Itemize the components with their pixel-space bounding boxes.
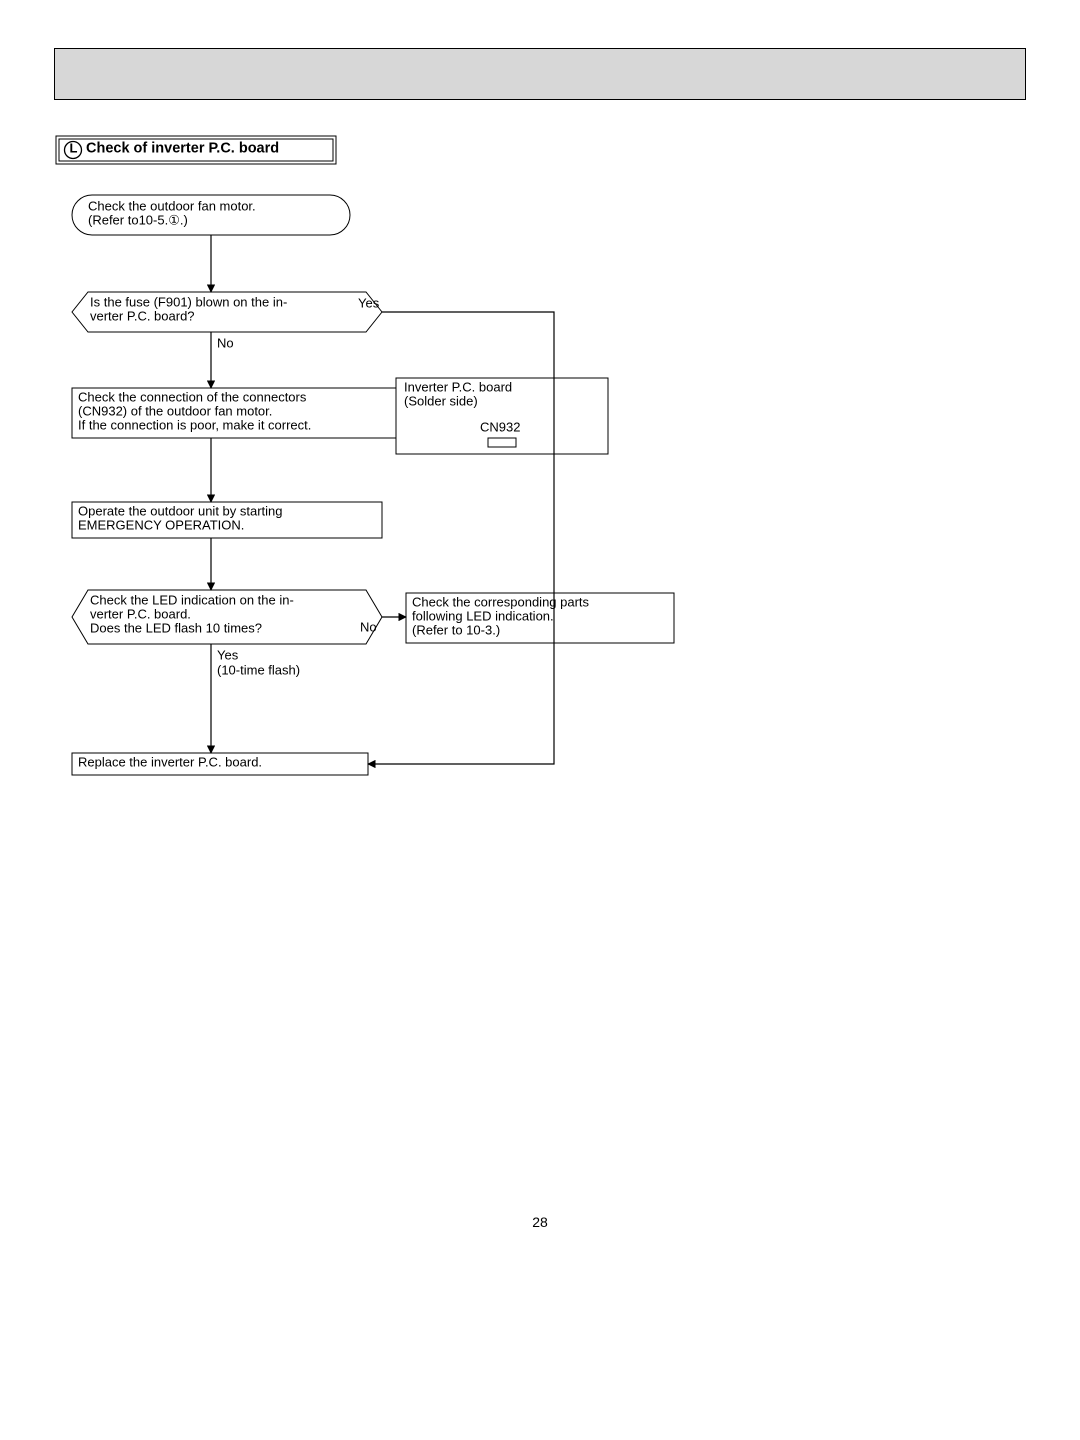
svg-text:Check the corresponding parts: Check the corresponding parts bbox=[412, 595, 590, 610]
svg-text:Does the LED flash 10 times?: Does the LED flash 10 times? bbox=[90, 621, 262, 636]
svg-text:L: L bbox=[70, 141, 78, 156]
svg-text:(Refer to 10-3.): (Refer to 10-3.) bbox=[412, 623, 500, 638]
svg-text:verter P.C. board.: verter P.C. board. bbox=[90, 607, 191, 622]
svg-text:following LED indication.: following LED indication. bbox=[412, 609, 554, 624]
svg-text:Check the connection of the co: Check the connection of the connectors bbox=[78, 390, 307, 405]
svg-text:verter P.C. board?: verter P.C. board? bbox=[90, 309, 195, 324]
svg-text:If the connection is poor, mak: If the connection is poor, make it corre… bbox=[78, 418, 311, 433]
svg-text:(Solder side): (Solder side) bbox=[404, 394, 478, 409]
svg-text:(CN932) of the outdoor fan mot: (CN932) of the outdoor fan motor. bbox=[78, 404, 272, 419]
svg-text:Check the LED indication on th: Check the LED indication on the in- bbox=[90, 593, 294, 608]
svg-text:Yes: Yes bbox=[217, 648, 239, 663]
flowchart-canvas: L Check of inverter P.C. board Check the o… bbox=[54, 120, 1026, 840]
svg-text:Check of inverter P.C. board: Check of inverter P.C. board bbox=[86, 141, 279, 157]
page-container: L Check of inverter P.C. board Check the o… bbox=[0, 0, 1080, 1440]
svg-text:Replace the inverter P.C. boar: Replace the inverter P.C. board. bbox=[78, 755, 262, 770]
svg-text:Check the outdoor fan motor.: Check the outdoor fan motor. bbox=[88, 199, 256, 214]
svg-text:No: No bbox=[217, 336, 234, 351]
page-header-bar bbox=[54, 48, 1026, 100]
svg-text:Operate the outdoor unit by st: Operate the outdoor unit by starting bbox=[78, 504, 283, 519]
svg-text:(10-time flash): (10-time flash) bbox=[217, 663, 300, 678]
svg-text:CN932: CN932 bbox=[480, 420, 520, 435]
svg-text:No: No bbox=[360, 620, 377, 635]
svg-text:Yes: Yes bbox=[358, 296, 380, 311]
svg-text:Inverter P.C. board: Inverter P.C. board bbox=[404, 380, 512, 395]
page-number: 28 bbox=[0, 1214, 1080, 1230]
svg-text:EMERGENCY OPERATION.: EMERGENCY OPERATION. bbox=[78, 518, 244, 533]
svg-text:Is the fuse (F901) blown on th: Is the fuse (F901) blown on the in- bbox=[90, 295, 287, 310]
svg-text:(Refer to10-5.①.): (Refer to10-5.①.) bbox=[88, 213, 188, 228]
